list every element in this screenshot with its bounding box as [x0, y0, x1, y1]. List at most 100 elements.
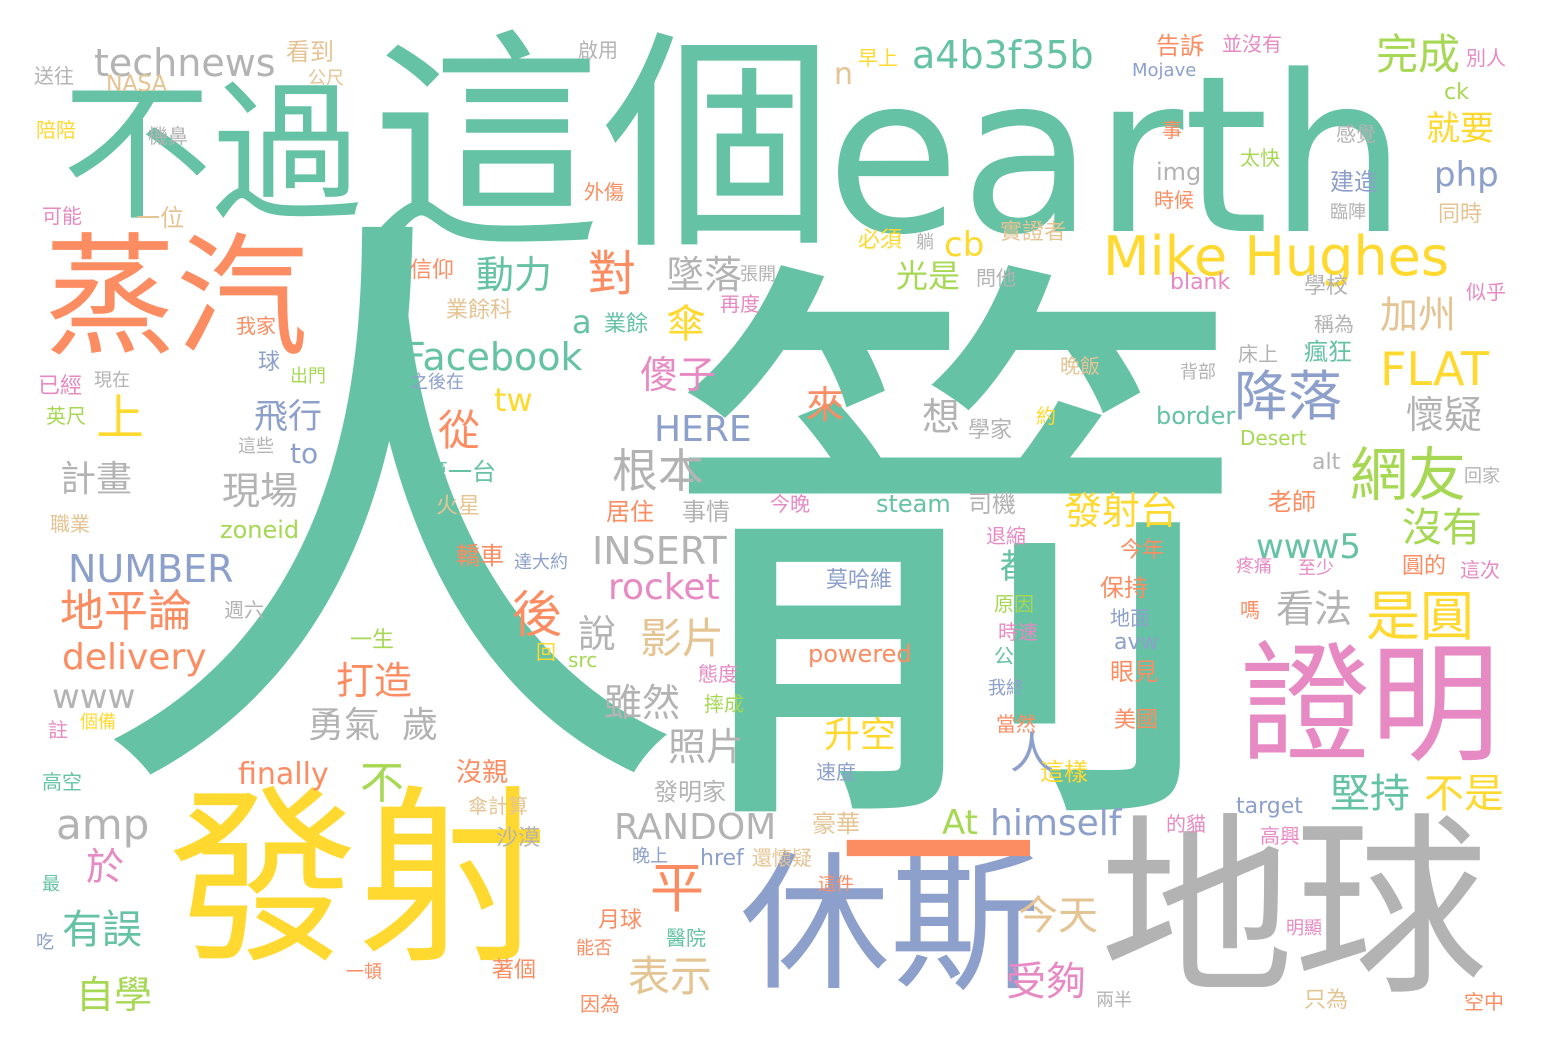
word-blank: blank	[1170, 270, 1231, 295]
word-zhege: 這個	[370, 11, 835, 281]
word-dazao: 打造	[336, 659, 413, 703]
word-gaoxing: 高興	[1260, 824, 1300, 848]
word-siji: 司機	[968, 490, 1016, 518]
word-peipei: 陪陪	[36, 118, 76, 142]
word-www5: www5	[1256, 527, 1362, 567]
word-tang: 躺	[916, 232, 934, 253]
word-shiqing: 事情	[682, 498, 730, 526]
word-zui: 最	[42, 874, 60, 895]
word-chi: 吃	[36, 932, 54, 953]
word-gongli: 公里	[994, 644, 1034, 668]
word-xiusi: 休斯	[740, 838, 1041, 1012]
word-cong: 從	[438, 406, 481, 455]
word-sudu: 速度	[816, 760, 856, 784]
word-amp: amp	[56, 800, 150, 849]
word-demao: 的貓	[1166, 812, 1206, 836]
word-zaidu: 再度	[720, 292, 760, 316]
word-mohawei: 莫哈維	[826, 568, 893, 593]
word-shisu: 時速	[998, 620, 1038, 644]
word-huijia: 回家	[1464, 466, 1500, 487]
word-nengfou: 能否	[576, 938, 612, 959]
word-zhangkai: 張開	[740, 264, 776, 285]
word-chengwei: 稱為	[1314, 312, 1354, 336]
word-border: border	[1156, 402, 1236, 430]
word-dimian: 地面	[1110, 606, 1150, 630]
word-zhiye: 職業	[50, 512, 90, 536]
word-earth: earth	[826, 30, 1407, 283]
word-haihuaiyi: 還懷疑	[752, 846, 812, 870]
word-bingmeiyou: 並沒有	[1222, 32, 1282, 56]
word-sanjisuan: 傘計算	[468, 794, 528, 818]
word-haohua: 豪華	[812, 810, 860, 838]
word-meiguo: 美國	[1114, 708, 1159, 733]
word-zhishao: 至少	[1298, 558, 1334, 579]
word-yinwei: 因為	[580, 992, 620, 1016]
word-zhu: 註	[48, 718, 68, 742]
word-jian: 箭	[660, 219, 1250, 906]
word-shang: 上	[96, 390, 145, 446]
word-target: target	[1236, 794, 1303, 819]
word-taikuai: 太快	[1240, 146, 1280, 170]
word-songwang: 送往	[34, 64, 74, 88]
word-chumen: 出門	[290, 366, 326, 387]
word-kandao: 看到	[286, 38, 334, 66]
word-waishang: 外傷	[584, 180, 624, 204]
word-wanshang: 晚上	[632, 846, 668, 867]
word-number: NUMBER	[68, 547, 234, 591]
word-yi: 一	[838, 741, 1039, 974]
word-yongqi: 勇氣	[308, 705, 381, 746]
word-alt: alt	[1312, 450, 1341, 475]
word-zheci: 這次	[1460, 558, 1500, 582]
word-jibi: 機鼻	[148, 124, 188, 148]
word-zheyang: 這樣	[1040, 758, 1088, 786]
word-tw: tw	[494, 381, 533, 419]
word-shi: 事	[1162, 118, 1182, 142]
word-sui: 歲	[402, 705, 439, 746]
word-xuexiao: 學校	[1304, 274, 1349, 299]
word-zixue: 自學	[76, 973, 153, 1017]
word-yeyu: 業餘	[604, 312, 649, 337]
word-huoxing: 火星	[436, 494, 481, 519]
word-mingxian: 明顯	[1286, 918, 1322, 939]
word-yue: 約	[1036, 404, 1056, 428]
word-random: RANDOM	[614, 807, 777, 848]
word-laoshi: 老師	[1268, 488, 1316, 516]
word-facebook: Facebook	[404, 335, 583, 379]
word-kanfa: 看法	[1276, 587, 1353, 631]
word-yijing: 已經	[38, 374, 83, 399]
word-gebei: 個備	[80, 712, 116, 733]
word-xianchang: 現場	[222, 469, 299, 513]
word-gaosu: 告訴	[1156, 32, 1204, 60]
word-zoneid: zoneid	[220, 516, 300, 544]
word-san: 傘	[666, 301, 706, 347]
word-mojave: Mojave	[1132, 60, 1197, 81]
word-jiuyao: 就要	[1426, 109, 1494, 149]
word-himself: himself	[990, 803, 1122, 844]
word-steam: steam	[876, 490, 951, 518]
word-hou: 後	[512, 586, 562, 644]
word-tuisuo: 退縮	[986, 524, 1026, 548]
word-dangran: 當然	[996, 712, 1036, 736]
word-juzhu: 居住	[606, 498, 654, 526]
word-yiyuan: 醫院	[666, 926, 706, 950]
word-jiangluo: 降落	[1234, 365, 1342, 428]
word-yuande: 圓的	[1402, 554, 1447, 579]
word-jianchi: 堅持	[1330, 771, 1410, 817]
word-bushi: 不是	[1424, 771, 1504, 817]
word-shiyuan: 是圓	[1366, 585, 1474, 648]
word-wanfan: 晚飯	[1060, 354, 1100, 378]
word-jiazhou: 加州	[1380, 293, 1457, 337]
word-shihou: 時候	[1154, 188, 1194, 212]
word-shuo: 說	[578, 612, 617, 656]
word-shengkong: 升空	[824, 715, 897, 756]
word-dadayue: 達大約	[514, 552, 568, 573]
word-xiang: 想	[922, 395, 961, 439]
word-shougou: 受夠	[1006, 959, 1086, 1005]
word-bu: 不	[360, 758, 404, 809]
word-beibu: 背部	[1180, 362, 1216, 383]
word-qiu: 球	[258, 350, 281, 375]
word-fengkuang: 瘋狂	[1304, 338, 1352, 366]
word-to: to	[290, 437, 319, 470]
word-zhuiluo: 墜落	[666, 253, 743, 297]
word-zhiwei: 只為	[1304, 988, 1349, 1013]
